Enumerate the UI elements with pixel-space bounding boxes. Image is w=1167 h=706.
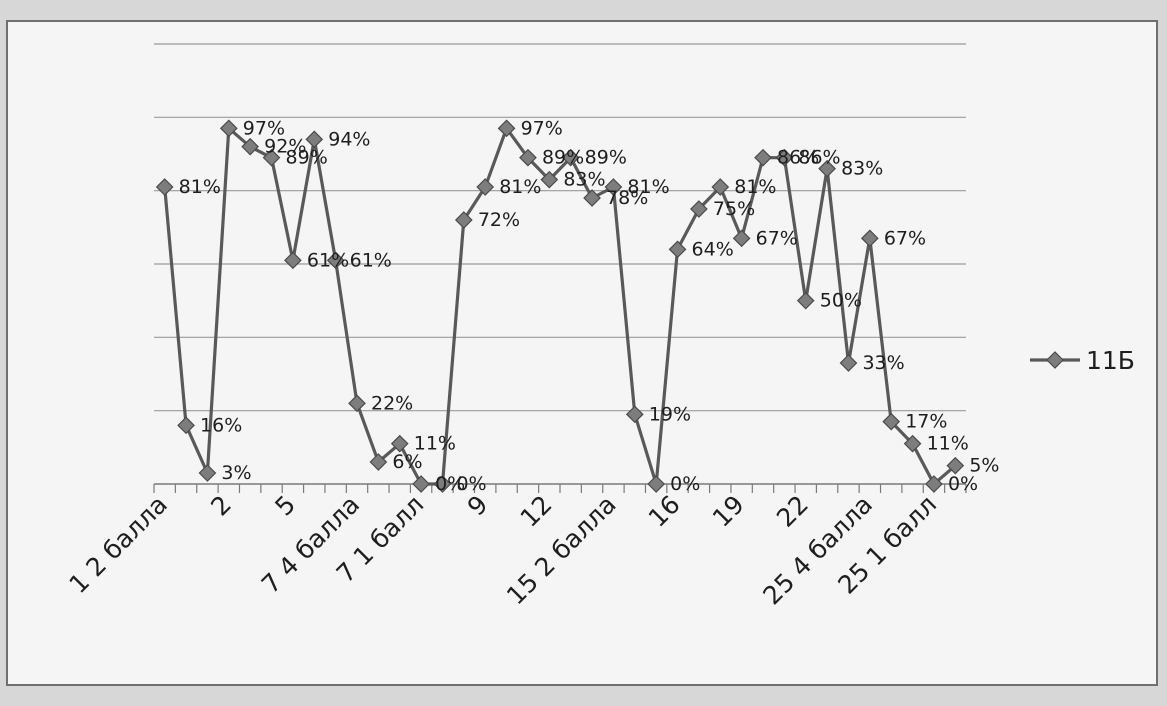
category-label: 5 xyxy=(269,490,301,522)
data-point-marker xyxy=(198,464,217,482)
data-label: 97% xyxy=(243,117,285,139)
data-point-marker xyxy=(946,456,965,475)
data-label: 81% xyxy=(734,176,776,198)
data-point-marker xyxy=(262,148,281,167)
data-point-marker xyxy=(454,211,473,229)
category-label: 16 xyxy=(643,490,686,533)
data-label: 97% xyxy=(521,117,563,139)
data-labels: 81%16%3%97%92%89%61%94%61%22%6%11%0%0%72… xyxy=(179,117,1000,495)
data-label: 75% xyxy=(713,198,755,220)
data-point-marker xyxy=(305,130,324,149)
data-label: 0% xyxy=(670,473,700,495)
data-point-marker xyxy=(326,251,345,270)
data-point-marker xyxy=(433,475,452,493)
data-label: 86% xyxy=(798,147,840,169)
data-point-marker xyxy=(412,475,430,493)
data-point-marker xyxy=(476,178,495,196)
data-label: 5% xyxy=(969,455,999,477)
category-label: 1 2 балла xyxy=(64,490,173,599)
data-point-marker xyxy=(647,475,666,493)
data-point-marker xyxy=(625,405,644,424)
data-label: 0% xyxy=(435,473,465,495)
data-label: 92% xyxy=(264,136,306,158)
data-point-marker xyxy=(519,148,537,167)
data-point-marker xyxy=(668,240,687,259)
data-label: 67% xyxy=(756,227,798,249)
data-point-marker xyxy=(796,291,815,310)
data-label: 50% xyxy=(820,290,862,312)
data-label: 0% xyxy=(948,473,978,495)
data-point-marker xyxy=(775,148,794,167)
data-point-marker xyxy=(177,416,195,435)
grid-lines xyxy=(154,43,966,412)
data-point-marker xyxy=(284,251,302,270)
data-point-marker xyxy=(604,178,623,196)
data-label: 81% xyxy=(627,176,669,198)
data-label: 61% xyxy=(350,249,392,271)
data-label: 16% xyxy=(200,414,242,436)
category-label: 2 xyxy=(205,490,237,522)
data-label: 19% xyxy=(649,403,691,425)
data-point-marker xyxy=(219,119,238,138)
chart-frame: 81% 16% 3% 97% 92% 89% 61% 94% 61% 22% 6% 11% 0% 0% 72… xyxy=(6,20,1158,686)
category-label: 12 xyxy=(515,490,558,533)
data-point-marker xyxy=(860,229,879,248)
data-label: 83% xyxy=(563,169,605,191)
data-point-marker xyxy=(839,354,858,372)
data-point-marker xyxy=(390,434,409,453)
data-label: 89% xyxy=(286,147,328,169)
data-point-marker xyxy=(732,229,751,248)
data-label: 33% xyxy=(862,352,904,374)
data-label: 72% xyxy=(478,209,520,231)
data-point-marker xyxy=(241,137,260,156)
data-point-marker xyxy=(348,394,366,413)
data-label: 17% xyxy=(905,411,947,433)
data-label: 3% xyxy=(221,462,251,484)
data-label: 64% xyxy=(692,238,734,260)
data-label: 67% xyxy=(884,227,926,249)
series-layer xyxy=(155,119,965,493)
data-point-marker xyxy=(583,189,601,207)
data-point-marker xyxy=(925,475,943,493)
data-point-marker xyxy=(540,170,559,189)
data-label: 86% xyxy=(777,147,819,169)
data-label: 94% xyxy=(328,128,370,150)
data-point-marker xyxy=(155,178,174,196)
line-chart: 81%16%3%97%92%89%61%94%61%22%6%11%0%0%72… xyxy=(64,43,1135,611)
data-point-marker xyxy=(561,148,580,167)
data-label: 22% xyxy=(371,392,413,414)
data-point-marker xyxy=(369,453,388,471)
category-label: 19 xyxy=(707,490,750,533)
data-label: 61% xyxy=(307,249,349,271)
data-point-marker xyxy=(690,200,708,218)
data-label: 11% xyxy=(414,433,456,455)
data-label: 89% xyxy=(542,147,584,169)
data-point-marker xyxy=(882,412,901,431)
legend-marker xyxy=(1046,351,1064,369)
legend: 11Б xyxy=(1030,346,1135,375)
data-label: 78% xyxy=(606,187,648,209)
data-label: 81% xyxy=(499,176,541,198)
data-label: 81% xyxy=(179,176,221,198)
data-label: 11% xyxy=(927,433,969,455)
data-label: 89% xyxy=(585,147,627,169)
legend-label: 11Б xyxy=(1086,346,1135,375)
data-label: 0% xyxy=(456,473,486,495)
category-label: 22 xyxy=(771,490,814,533)
data-point-marker xyxy=(754,148,772,167)
data-point-marker xyxy=(903,434,922,453)
x-axis xyxy=(153,483,967,493)
data-point-marker xyxy=(818,159,836,178)
series-line-11b xyxy=(163,126,957,486)
data-point-marker xyxy=(497,119,516,138)
data-label: 83% xyxy=(841,158,883,180)
data-point-marker xyxy=(711,178,730,196)
data-label: 6% xyxy=(392,451,422,473)
